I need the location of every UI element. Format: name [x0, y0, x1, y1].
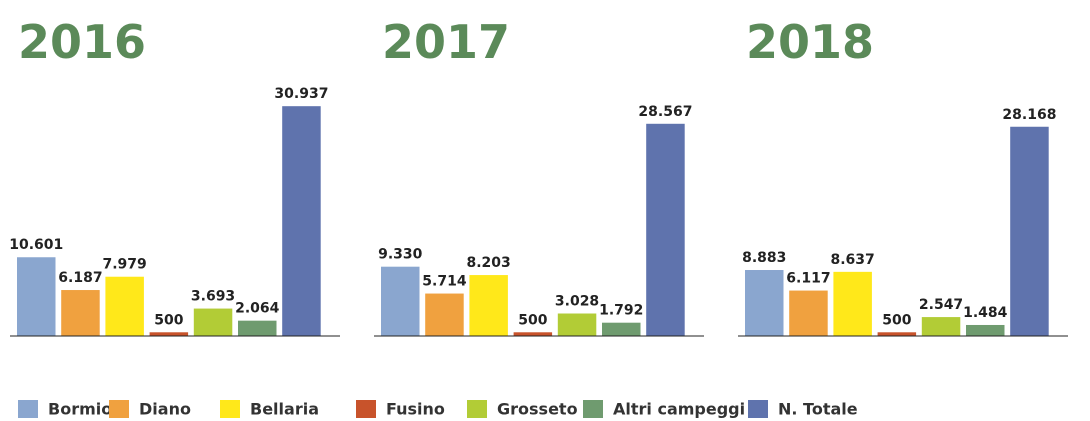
bar [646, 123, 685, 337]
data-label: 500 [518, 312, 547, 328]
chart-title: 2017 [382, 15, 510, 69]
legend-label: Fusino [386, 400, 445, 419]
legend-label: Bellaria [250, 400, 319, 419]
bar [193, 308, 233, 336]
legend-label: Bormio [48, 400, 112, 419]
data-label: 1.484 [963, 305, 1008, 321]
data-label: 9.330 [378, 247, 423, 263]
legend-label: Diano [139, 400, 191, 419]
data-label: 500 [882, 312, 911, 328]
legend-swatch [583, 400, 603, 418]
data-label: 1.792 [599, 303, 643, 319]
data-label: 3.028 [555, 294, 599, 310]
data-label: 6.187 [58, 270, 102, 286]
bar [61, 290, 100, 336]
legend-swatch [220, 400, 240, 418]
chart-title: 2018 [746, 15, 874, 69]
bar [921, 317, 961, 336]
bar [966, 324, 1005, 336]
bar [745, 270, 784, 336]
data-label: 6.117 [786, 271, 830, 287]
legend-swatch [748, 400, 768, 418]
bar [602, 322, 641, 336]
legend-swatch [109, 400, 129, 418]
data-label: 7.979 [103, 257, 147, 273]
bar [557, 313, 597, 336]
bar [469, 275, 508, 336]
data-label: 3.693 [191, 289, 235, 305]
bar [381, 266, 420, 336]
bar [513, 332, 553, 336]
legend-swatch [356, 400, 376, 418]
bar [833, 271, 872, 336]
data-label: 500 [154, 312, 183, 328]
data-label: 5.714 [422, 274, 467, 290]
bar [1010, 126, 1049, 336]
legend-swatch [18, 400, 38, 418]
data-label: 2.547 [919, 297, 963, 313]
data-label: 8.203 [467, 255, 511, 271]
data-label: 28.567 [638, 104, 692, 120]
bar [877, 332, 917, 336]
bar [789, 290, 828, 336]
legend-label: Altri campeggi [613, 400, 745, 419]
bar [282, 106, 321, 337]
data-label: 28.168 [1002, 107, 1056, 123]
data-label: 10.601 [9, 237, 63, 253]
legend-swatch [467, 400, 487, 418]
bar [238, 320, 277, 336]
bar [17, 257, 56, 336]
data-label: 30.937 [274, 86, 328, 102]
data-label: 2.064 [235, 301, 280, 317]
legend-label: Grosseto [497, 400, 578, 419]
bar [149, 332, 189, 336]
legend-label: N. Totale [778, 400, 858, 419]
data-label: 8.637 [831, 252, 875, 268]
data-label: 8.883 [742, 250, 786, 266]
bar [105, 276, 144, 336]
bar [425, 293, 464, 336]
chart-title: 2016 [18, 15, 146, 69]
